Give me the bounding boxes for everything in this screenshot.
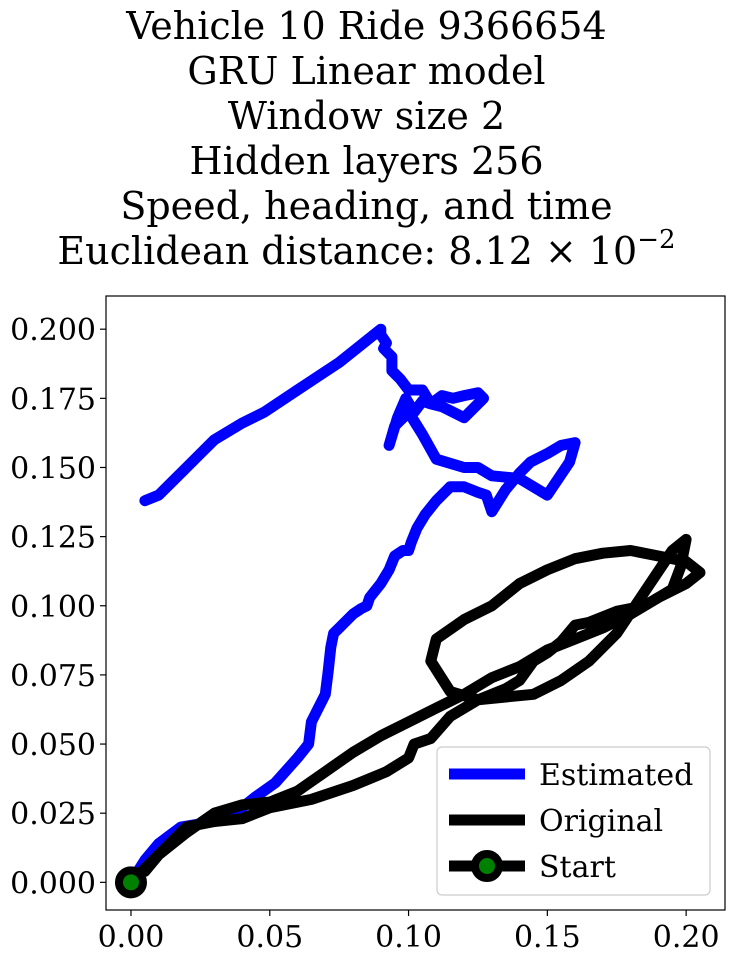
title-line-hidden: Hidden layers 256 xyxy=(189,139,544,183)
y-tick-label: 0.175 xyxy=(10,382,96,417)
legend-label-estimated: Estimated xyxy=(539,758,693,793)
series-layer xyxy=(125,323,706,888)
distance-prefix: Euclidean distance: 8.12 × 10 xyxy=(57,229,638,273)
y-tick-label: 0.125 xyxy=(10,521,96,556)
x-tick-label: 0.05 xyxy=(236,920,303,955)
x-tick-label: 0.10 xyxy=(375,920,442,955)
distance-exponent: −2 xyxy=(637,225,676,255)
legend-label-original: Original xyxy=(539,804,663,839)
title-line-model: GRU Linear model xyxy=(187,49,546,93)
title-line-ride: Vehicle 10 Ride 9366654 xyxy=(126,4,607,48)
legend: Estimated Original Start xyxy=(436,746,711,896)
y-tick-label: 0.200 xyxy=(10,313,96,348)
chart-title: Vehicle 10 Ride 9366654 GRU Linear model… xyxy=(0,4,733,274)
legend-start-marker xyxy=(471,850,503,882)
y-tick-label: 0.000 xyxy=(10,866,96,901)
title-line-features: Speed, heading, and time xyxy=(120,184,613,228)
y-axis: 0.000 0.025 0.050 0.075 0.100 0.125 0.150 0.175… xyxy=(10,313,106,901)
series-line-estimated xyxy=(125,323,581,888)
title-line-distance: Euclidean distance: 8.12 × 10−2 xyxy=(0,227,733,274)
legend-box xyxy=(436,746,711,896)
x-axis: 0.00 0.05 0.10 0.15 0.20 xyxy=(98,910,720,955)
x-tick-label: 0.20 xyxy=(653,920,720,955)
y-tick-label: 0.050 xyxy=(10,728,96,763)
y-tick-label: 0.100 xyxy=(10,590,96,625)
start-marker xyxy=(114,866,147,899)
title-line-window: Window size 2 xyxy=(227,94,506,138)
x-tick-label: 0.15 xyxy=(514,920,581,955)
plot-frame xyxy=(105,295,726,911)
x-tick-label: 0.00 xyxy=(98,920,165,955)
y-tick-label: 0.150 xyxy=(10,451,96,486)
legend-label-start: Start xyxy=(539,850,616,885)
y-tick-label: 0.025 xyxy=(10,797,96,832)
y-tick-label: 0.075 xyxy=(10,659,96,694)
series-line-original xyxy=(125,533,706,888)
